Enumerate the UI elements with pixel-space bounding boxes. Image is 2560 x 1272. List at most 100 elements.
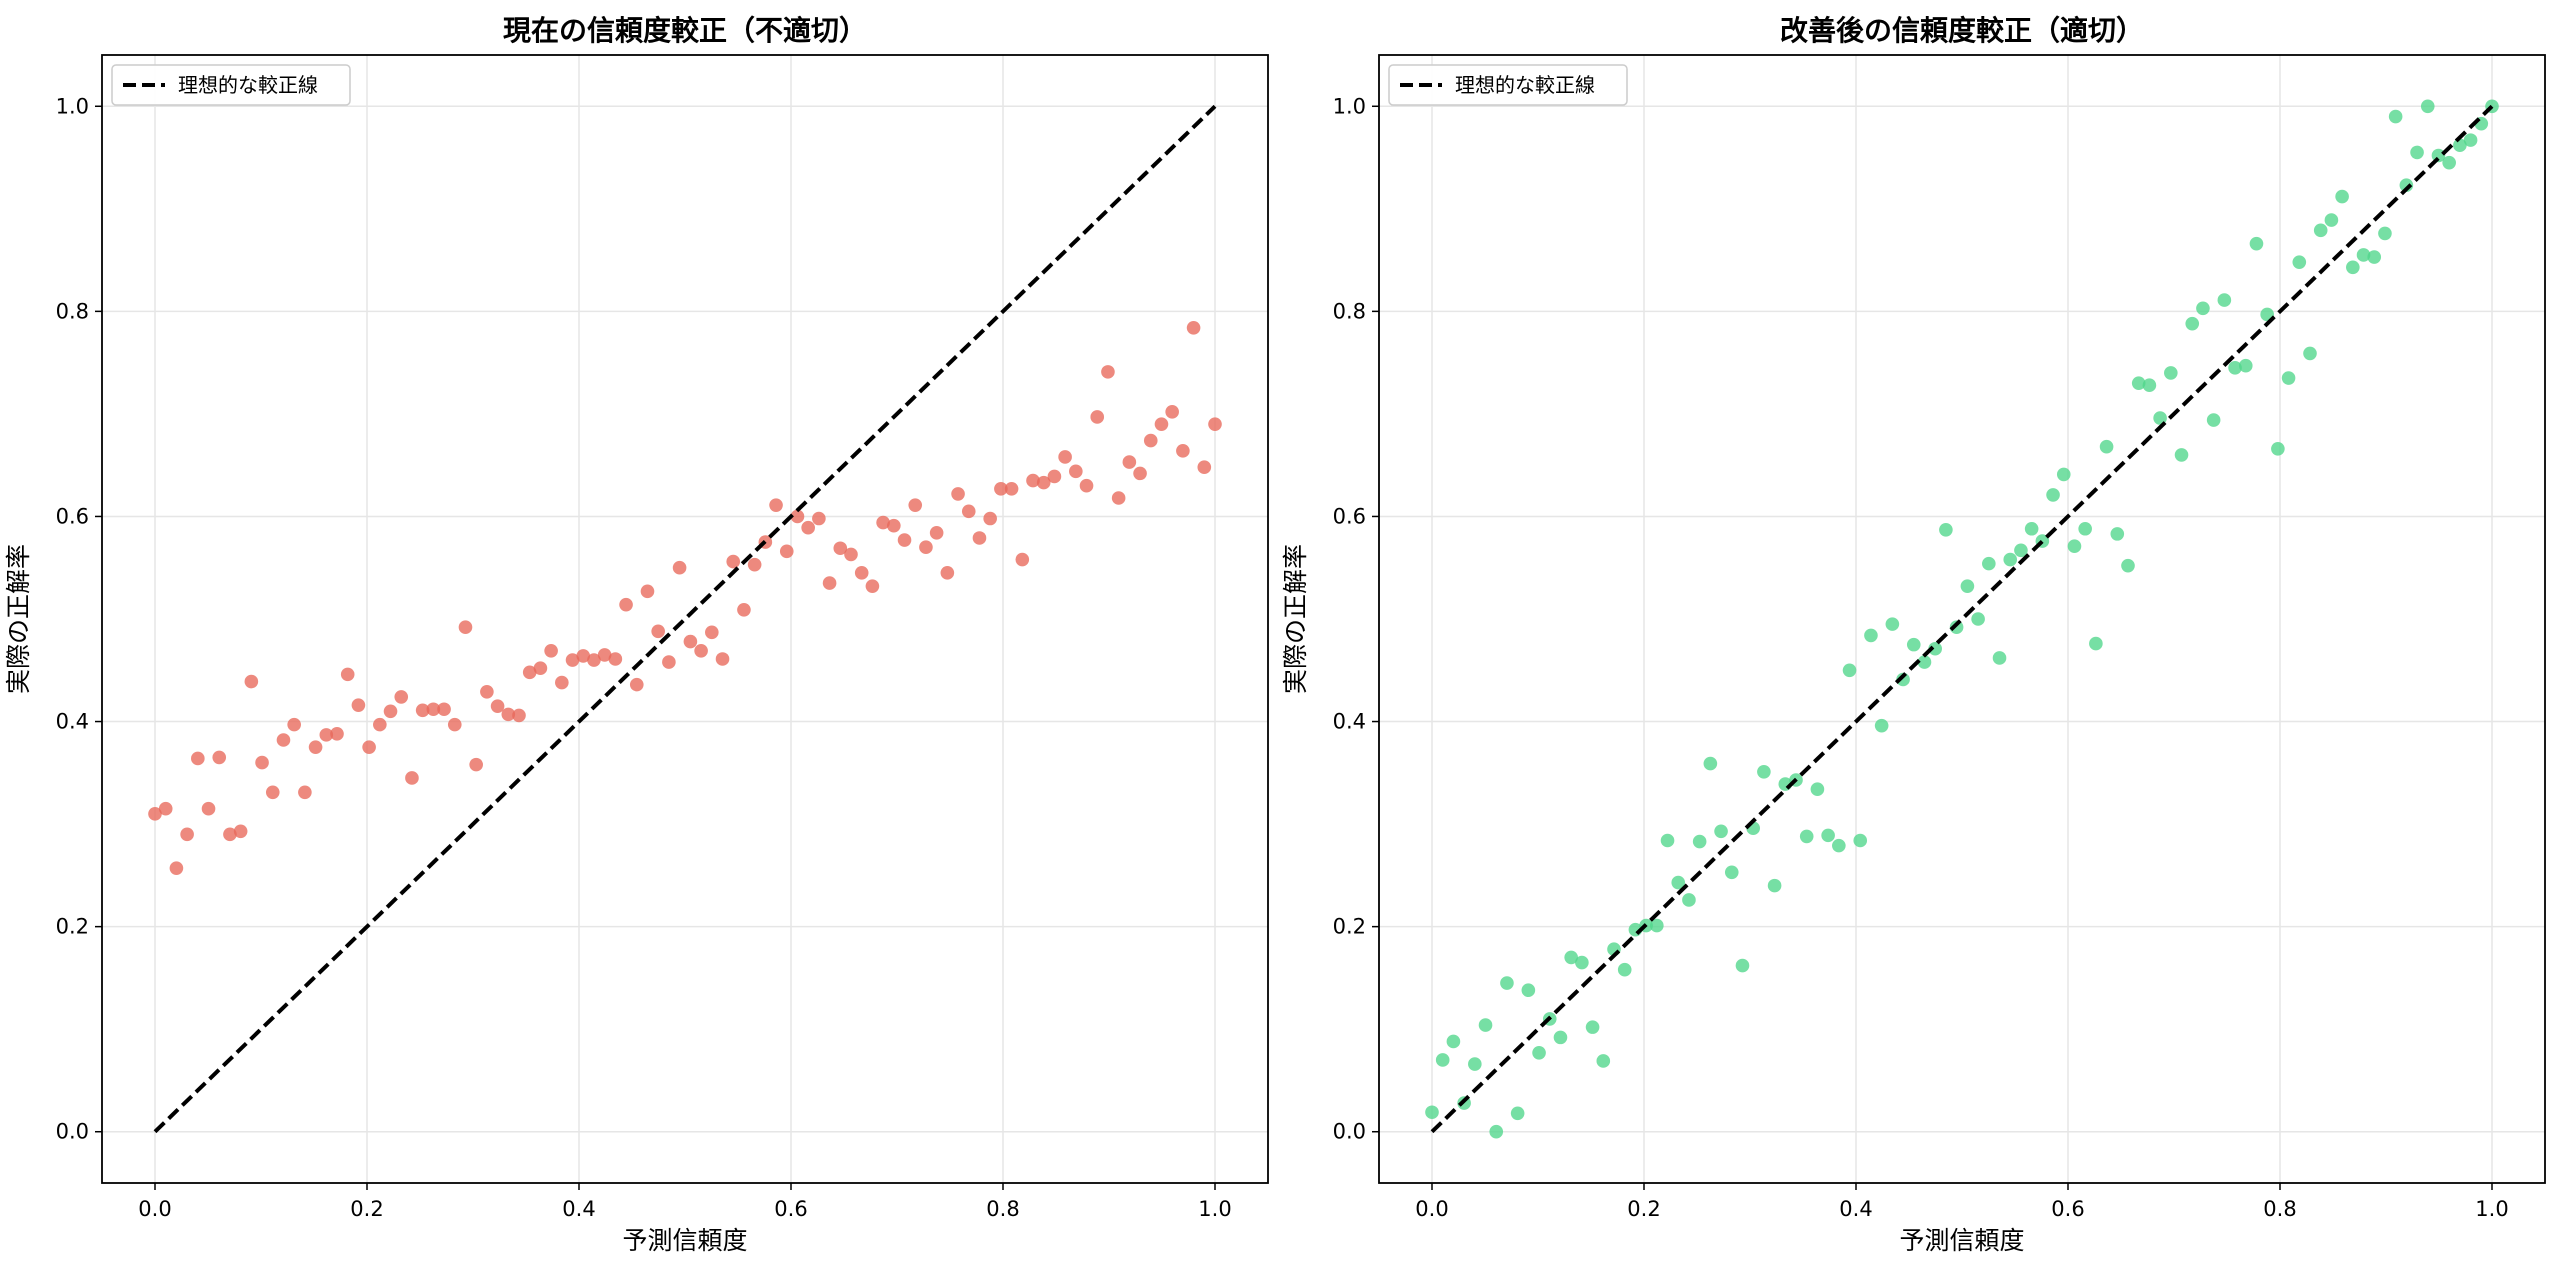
data-point xyxy=(822,576,837,590)
data-point xyxy=(180,827,194,842)
y-tick-label: 0.2 xyxy=(56,915,89,939)
data-point xyxy=(1090,410,1105,424)
data-point xyxy=(1004,481,1019,496)
data-point xyxy=(340,667,355,682)
x-tick-label: 0.2 xyxy=(1627,1197,1660,1221)
data-point xyxy=(2185,316,2200,331)
x-tick-label: 0.8 xyxy=(2263,1197,2296,1221)
data-point xyxy=(1757,764,1771,779)
x-tick-label: 0.4 xyxy=(1839,1197,1872,1221)
data-point xyxy=(2410,145,2424,160)
data-point xyxy=(961,504,976,519)
data-point xyxy=(2056,467,2071,482)
data-point xyxy=(1176,444,1190,458)
y-tick-label: 0.2 xyxy=(1333,915,1366,939)
y-axis-label: 実際の正解率 xyxy=(4,544,33,694)
x-tick-label: 0.0 xyxy=(138,1197,171,1221)
legend: 理想的な較正線 xyxy=(1388,64,1628,106)
data-point xyxy=(940,566,955,580)
data-point xyxy=(726,554,741,569)
grid xyxy=(1379,55,2545,1183)
data-point xyxy=(276,733,291,747)
data-point xyxy=(2099,439,2114,454)
data-point xyxy=(533,661,548,676)
data-point xyxy=(587,653,601,667)
data-point xyxy=(1521,983,1536,998)
data-point xyxy=(1671,875,1686,890)
data-point xyxy=(2142,378,2157,392)
grid xyxy=(102,55,1268,1183)
x-tick-label: 0.8 xyxy=(986,1197,1019,1221)
x-tick-label: 1.0 xyxy=(1198,1197,1231,1221)
data-point xyxy=(1992,651,2007,665)
data-point xyxy=(779,544,794,559)
data-point xyxy=(919,540,933,555)
data-point xyxy=(2420,99,2435,114)
data-point xyxy=(265,785,280,800)
data-point xyxy=(1949,620,1964,635)
data-point xyxy=(640,584,655,599)
data-point xyxy=(1435,1053,1450,1067)
y-axis-label: 実際の正解率 xyxy=(1281,544,1310,694)
data-point xyxy=(319,728,334,742)
data-point xyxy=(458,620,473,635)
data-point xyxy=(1617,962,1632,977)
data-point xyxy=(1692,834,1707,849)
data-point xyxy=(169,861,184,875)
data-point xyxy=(2313,223,2328,238)
data-point xyxy=(1896,672,1910,687)
data-point xyxy=(1069,464,1083,479)
legend-box xyxy=(1388,64,1628,106)
data-point xyxy=(1197,460,1212,475)
data-point xyxy=(522,665,537,680)
data-point xyxy=(769,498,783,512)
data-point xyxy=(705,625,719,640)
data-point xyxy=(1928,641,1942,656)
data-point xyxy=(244,674,259,689)
data-point xyxy=(233,824,248,839)
y-tick-label: 0.6 xyxy=(56,504,89,528)
data-point xyxy=(2110,527,2125,541)
data-point xyxy=(1036,475,1051,490)
data-point xyxy=(394,690,409,704)
data-point xyxy=(415,703,430,718)
y-tick-label: 0.4 xyxy=(1333,710,1366,734)
data-point xyxy=(1939,522,1953,537)
data-point xyxy=(212,750,227,765)
data-point xyxy=(2217,293,2232,307)
data-point xyxy=(1724,865,1739,880)
data-point xyxy=(405,771,419,785)
data-point xyxy=(2196,301,2210,316)
data-point xyxy=(1735,958,1750,973)
left-chart-panel: 0.0 0.2 0.4 0.6 0.8 1.0 0.0 0.2 0.4 0.6 0.8 1.0 現在の… xyxy=(4,14,1269,1255)
data-point xyxy=(801,520,815,535)
chart-title: 現在の信頼度較正（不適切） xyxy=(503,14,867,47)
y-tick-label: 0.8 xyxy=(1333,299,1366,323)
data-point xyxy=(2378,226,2392,241)
data-point xyxy=(629,677,644,692)
data-point xyxy=(2346,260,2360,275)
axes-frame xyxy=(101,54,1269,1184)
data-point xyxy=(287,717,301,732)
data-point xyxy=(619,597,633,612)
data-point xyxy=(1500,976,1514,990)
data-point xyxy=(1682,893,1696,907)
data-point xyxy=(2014,543,2028,558)
data-point xyxy=(555,675,569,690)
data-point xyxy=(1864,628,1878,643)
x-axis-label: 予測信頼度 xyxy=(1899,1226,2024,1255)
data-point xyxy=(1971,612,1985,626)
axis-ticks: 0.0 0.2 0.4 0.6 0.8 1.0 0.0 0.2 0.4 0.6 0.8 1.0 xyxy=(56,94,1232,1221)
data-point xyxy=(158,801,173,816)
data-point xyxy=(651,624,665,639)
data-point xyxy=(1874,718,1889,733)
data-point xyxy=(1960,579,1975,593)
data-point xyxy=(683,634,698,649)
data-point xyxy=(2121,558,2135,573)
data-point xyxy=(2238,358,2253,373)
data-point xyxy=(865,579,880,593)
legend-label: 理想的な較正線 xyxy=(1455,73,1595,97)
data-point xyxy=(1186,320,1201,335)
